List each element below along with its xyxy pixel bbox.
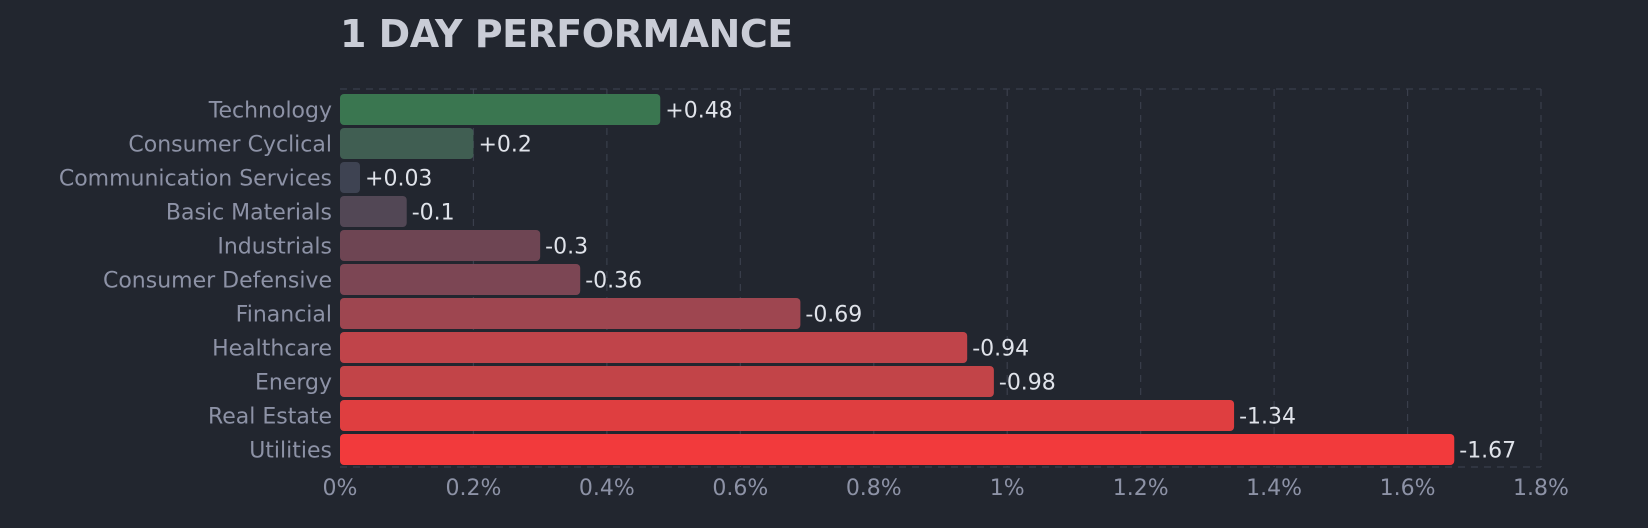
category-label: Utilities [249, 439, 332, 464]
bar-communication-services [340, 162, 361, 193]
bar-technology [340, 94, 661, 125]
labels-layer: Technology +0.48 Consumer Cyclical +0.2 Comm… [59, 99, 1516, 464]
x-tick-label: 0.2% [445, 476, 501, 501]
category-label: Financial [236, 303, 332, 328]
value-label: +0.03 [365, 167, 432, 192]
category-label: Communication Services [59, 167, 332, 192]
x-tick-label: 1% [990, 476, 1025, 501]
value-label: -0.1 [412, 201, 455, 226]
category-label: Industrials [217, 235, 332, 260]
bar-industrials [340, 230, 541, 261]
category-label: Healthcare [212, 337, 332, 362]
bar-consumer-defensive [340, 264, 581, 295]
category-label: Technology [208, 99, 332, 124]
value-label: +0.2 [478, 133, 531, 158]
x-tick-label: 1.2% [1113, 476, 1169, 501]
bar-healthcare [340, 332, 968, 363]
value-label: -0.94 [972, 337, 1029, 362]
bar-utilities [340, 434, 1455, 465]
value-label: -1.67 [1459, 439, 1516, 464]
x-tick-label: 1.8% [1513, 476, 1569, 501]
category-label: Real Estate [208, 405, 332, 430]
x-axis-ticks: 0% 0.2% 0.4% 0.6% 0.8% 1% 1.2% 1.4% 1.6% 1.8% [323, 476, 1569, 501]
value-label: -1.34 [1239, 405, 1296, 430]
value-label: -0.98 [999, 371, 1056, 396]
x-tick-label: 0.6% [712, 476, 768, 501]
category-label: Consumer Defensive [103, 269, 332, 294]
category-label: Energy [255, 371, 332, 396]
bar-consumer-cyclical [340, 128, 474, 159]
x-tick-label: 1.6% [1380, 476, 1436, 501]
value-label: +0.48 [665, 99, 732, 124]
value-label: -0.36 [585, 269, 642, 294]
bar-basic-materials [340, 196, 407, 227]
bar-real-estate [340, 400, 1235, 431]
chart-title: 1 DAY PERFORMANCE [340, 12, 793, 56]
x-tick-label: 1.4% [1246, 476, 1302, 501]
bars-layer [340, 94, 1455, 465]
value-label: -0.3 [545, 235, 588, 260]
bar-energy [340, 366, 994, 397]
x-tick-label: 0% [323, 476, 358, 501]
x-tick-label: 0.8% [846, 476, 902, 501]
category-label: Basic Materials [166, 201, 332, 226]
category-label: Consumer Cyclical [128, 133, 332, 158]
x-tick-label: 0.4% [579, 476, 635, 501]
bar-financial [340, 298, 801, 329]
value-label: -0.69 [805, 303, 862, 328]
